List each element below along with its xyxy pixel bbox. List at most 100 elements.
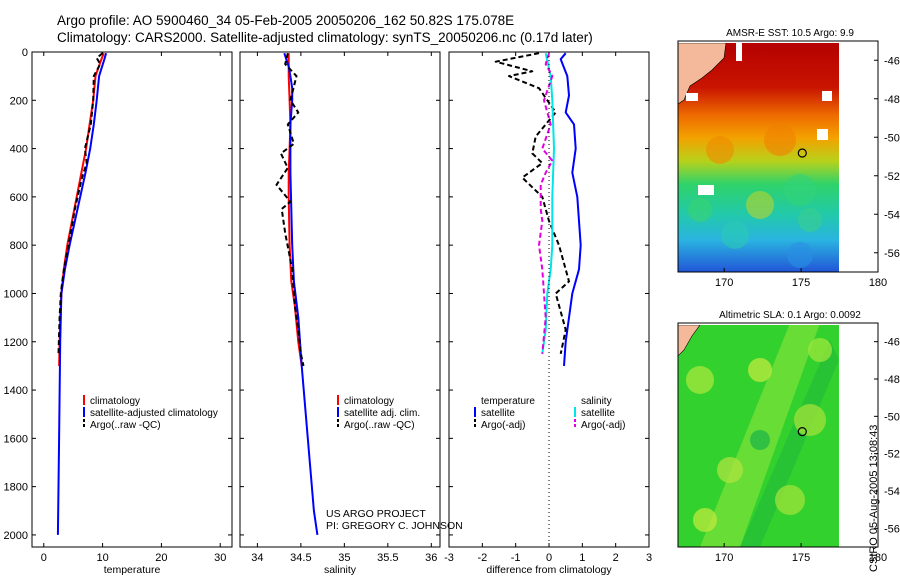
credits-pi: PI: GREGORY C. JOHNSON	[326, 520, 463, 532]
difference-xtick-label: -3	[444, 552, 454, 564]
temperature-xlabel: temperature	[104, 564, 161, 576]
temperature-ytick-label: 600	[10, 192, 28, 204]
sst-field	[678, 43, 839, 272]
sla_map-xtick-label: 170	[715, 552, 733, 564]
sla_map-xtick-label: 175	[792, 552, 810, 564]
salinity-xlabel: salinity	[324, 564, 357, 576]
temperature-ytick-label: 800	[10, 240, 28, 252]
sla-patch	[686, 366, 714, 394]
sst_map-xtick-label: 170	[715, 277, 733, 289]
missing-data	[698, 185, 714, 195]
salinity-xtick-label: 34.5	[290, 552, 311, 564]
sst_map-xtick-label: 175	[792, 277, 810, 289]
sst_map-profile-marker	[797, 148, 807, 158]
temperature-ytick-label: 400	[10, 144, 28, 156]
panel-salinity: 34 34.5 35 35.5 36 salinity climatologysatelli…	[239, 51, 441, 576]
sla-patch	[808, 338, 832, 362]
figure-title-line2: Climatology: CARS2000. Satellite-adjuste…	[57, 30, 593, 45]
temperature-legend-satellite-label: satellite-adjusted climatology	[90, 408, 218, 419]
sla_map-ytick-label: -54	[884, 486, 900, 498]
salinity-xtick-label: 35	[338, 552, 350, 564]
sla_map-ytick-label: -50	[884, 411, 900, 423]
sla-patch	[693, 508, 717, 532]
difference-legend-temp-argo-label: Argo(-adj)	[481, 420, 525, 431]
difference-xtick-label: -2	[477, 552, 487, 564]
sst_map-ytick-label: -46	[884, 55, 900, 67]
sst-patch	[746, 191, 774, 219]
map-sst_map: AMSR-E SST: 10.5 Argo: 9.9 -46 -48 -50 -52 -5…	[677, 28, 900, 289]
missing-data	[736, 43, 742, 61]
map-sla_map: Altimetric SLA: 0.1 Argo: 0.0092 -46 -48 -5…	[677, 310, 900, 564]
difference-series-temperature-satellite	[559, 52, 582, 366]
sst-patch	[706, 136, 734, 164]
missing-data	[686, 93, 698, 101]
sst-patch	[688, 198, 712, 222]
sla_map-xtick-label: 180	[869, 552, 887, 564]
salinity-series-satellite-adj-clim	[283, 52, 319, 536]
temperature-legend-argo-label: Argo(..raw -QC)	[90, 420, 161, 431]
missing-data	[817, 129, 828, 140]
difference-xtick-label: -1	[511, 552, 521, 564]
temperature-xtick-label: 30	[214, 552, 226, 564]
temperature-ytick-label: 2000	[4, 530, 28, 542]
salinity-legend-argo-label: Argo(..raw -QC)	[344, 420, 415, 431]
temperature-ytick-label: 200	[10, 95, 28, 107]
temperature-xtick-label: 10	[96, 552, 108, 564]
print-timestamp: CSIRO 05-Aug-2005 13:08:43	[868, 424, 880, 572]
sst-patch	[721, 221, 749, 249]
temperature-ytick-label: 1400	[4, 385, 28, 397]
sst-patch	[784, 174, 816, 206]
temperature-ytick-label: 1800	[4, 482, 28, 494]
salinity-axes-box	[239, 51, 441, 548]
sst_map-xtick-label: 180	[869, 277, 887, 289]
salinity-xtick-label: 35.5	[377, 552, 398, 564]
panel-difference: -3 -2 -1 0 1 2 3 difference from climatology tem…	[444, 51, 652, 576]
temperature-ytick-label: 1200	[4, 337, 28, 349]
sla-band-dark	[740, 340, 839, 547]
temperature-ytick-label: 0	[22, 47, 28, 59]
sla-patch	[717, 457, 743, 483]
difference-series-salinity-argo-adj	[538, 52, 554, 354]
temperature-ytick-label: 1600	[4, 433, 28, 445]
temperature-series-argo-raw-qc	[57, 52, 104, 354]
difference-xtick-label: 2	[613, 552, 619, 564]
salinity-legend-climatology-label: climatology	[344, 396, 394, 407]
sst_map-axes-box	[677, 40, 879, 273]
sla_map-profile-marker	[797, 427, 807, 437]
sst-patch	[764, 124, 796, 156]
sst-patch	[798, 208, 822, 232]
difference-legend-temp-satellite-label: satellite	[481, 408, 515, 419]
sla_map-ytick-label: -46	[884, 337, 900, 349]
salinity-xtick-label: 34	[251, 552, 263, 564]
sla_map-title: Altimetric SLA: 0.1 Argo: 0.0092	[719, 310, 861, 321]
land-new-zealand	[678, 43, 727, 105]
salinity-series-argo-raw-qc	[275, 52, 305, 367]
temperature-series-satellite-adjusted-climatology	[56, 52, 108, 535]
sla_map-ytick-label: -56	[884, 523, 900, 535]
figure-title-line1: Argo profile: AO 5900460_34 05-Feb-2005 …	[57, 13, 515, 28]
difference-legend-temperature-title: temperature	[481, 396, 535, 407]
difference-legend-salinity-title: salinity	[581, 396, 612, 407]
difference-xlabel: difference from climatology	[486, 564, 612, 576]
sla-patch	[748, 358, 772, 382]
sst_map-ytick-label: -54	[884, 209, 900, 221]
salinity-xtick-label: 36	[425, 552, 437, 564]
temperature-xtick-label: 20	[155, 552, 167, 564]
difference-xtick-label: 1	[579, 552, 585, 564]
difference-xtick-label: 0	[546, 552, 552, 564]
credits-project: US ARGO PROJECT	[326, 508, 426, 520]
difference-xtick-label: 3	[646, 552, 652, 564]
sla-field	[678, 325, 839, 547]
sst_map-ytick-label: -56	[884, 248, 900, 260]
temperature-axes-box	[31, 51, 233, 548]
difference-legend-sal-argo-label: Argo(-adj)	[581, 420, 625, 431]
difference-series-salinity-satellite	[541, 52, 555, 354]
sst_map-title: AMSR-E SST: 10.5 Argo: 9.9	[726, 28, 854, 39]
sla_map-ytick-label: -52	[884, 449, 900, 461]
sst-patch	[787, 242, 813, 268]
sst_map-ytick-label: -50	[884, 132, 900, 144]
temperature-legend-climatology-label: climatology	[90, 396, 140, 407]
sst_map-ytick-label: -52	[884, 171, 900, 183]
sla-patch	[750, 430, 770, 450]
